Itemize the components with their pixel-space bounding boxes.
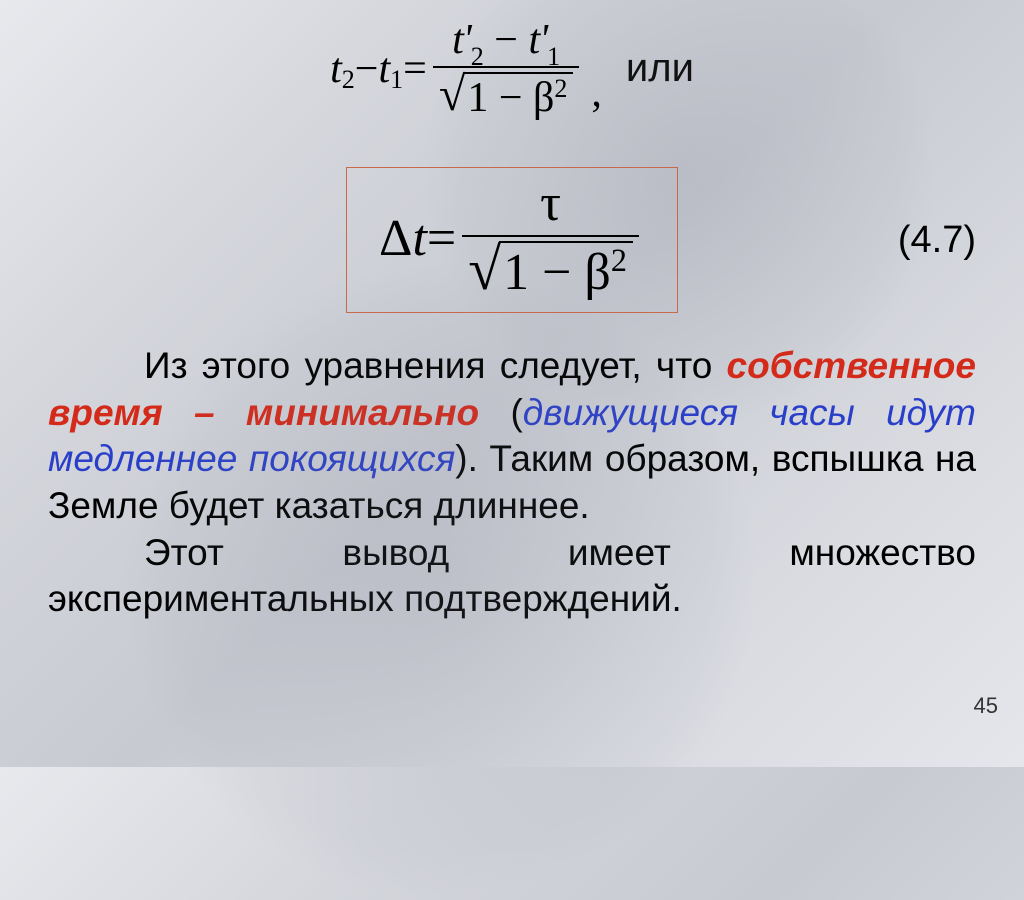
eq1-minus-1: −: [355, 45, 379, 93]
eq2-numerator: τ: [534, 174, 567, 235]
eq1-sqrt: √ 1 − β2: [439, 72, 574, 121]
p2-text: Этот вывод имеет множество экспериментал…: [48, 532, 976, 620]
eq1-lhs-t1: t: [330, 45, 342, 93]
p1-a: Из этого уравнения следует, что: [144, 345, 727, 386]
eq2-t: t: [412, 209, 426, 268]
eq1-equals: =: [403, 45, 427, 93]
equation-2-box: Δt = τ √ 1 − β2: [346, 167, 678, 313]
eq2-beta: β: [584, 244, 610, 301]
eq1-fraction: t'2 − t'1 √ 1 − β2: [433, 16, 580, 121]
word-ili: или: [626, 46, 694, 91]
equation-2: Δt = τ √ 1 − β2: [379, 174, 645, 302]
page-number: 45: [974, 693, 998, 719]
equation-number: (4.7): [898, 219, 976, 262]
eq1-lhs-t2: t: [378, 45, 390, 93]
eq1-sub2: 2: [342, 65, 355, 95]
eq2-tau: τ: [540, 175, 561, 232]
eq2-sqrt: √ 1 − β2: [468, 241, 633, 301]
eq2-delta: Δ: [379, 209, 412, 268]
eq1-tprime-1: t': [528, 17, 547, 63]
p1-open: (: [510, 392, 522, 433]
eq1-tprime-2: t': [452, 17, 471, 63]
equation-2-row: Δt = τ √ 1 − β2: [48, 167, 976, 313]
eq2-equals: =: [427, 209, 456, 268]
eq2-fraction: τ √ 1 − β2: [462, 174, 639, 302]
equation-1-row: t2 − t1 = t'2 − t'1 √ 1 − β2: [48, 16, 976, 121]
eq1-beta: β: [533, 75, 554, 121]
eq1-denominator: √ 1 − β2: [433, 66, 580, 121]
paragraph-1: Из этого уравнения следует, что собствен…: [48, 343, 976, 529]
slide: t2 − t1 = t'2 − t'1 √ 1 − β2: [0, 0, 1024, 767]
eq1-radicand: 1 − β2: [463, 72, 573, 121]
eq1-numerator: t'2 − t'1: [446, 16, 566, 66]
eq2-denominator: √ 1 − β2: [462, 235, 639, 302]
eq2-radical: √: [468, 241, 501, 298]
equation-1: t2 − t1 = t'2 − t'1 √ 1 − β2: [330, 16, 602, 121]
paragraph-2: Этот вывод имеет множество экспериментал…: [48, 530, 976, 623]
eq1-num-minus: −: [494, 17, 528, 63]
body-text: Из этого уравнения следует, что собствен…: [48, 343, 976, 623]
eq2-radicand: 1 − β2: [499, 241, 633, 301]
eq1-sub1: 1: [390, 65, 403, 95]
eq1-comma: ,: [591, 69, 602, 117]
eq1-radical: √: [439, 72, 466, 118]
